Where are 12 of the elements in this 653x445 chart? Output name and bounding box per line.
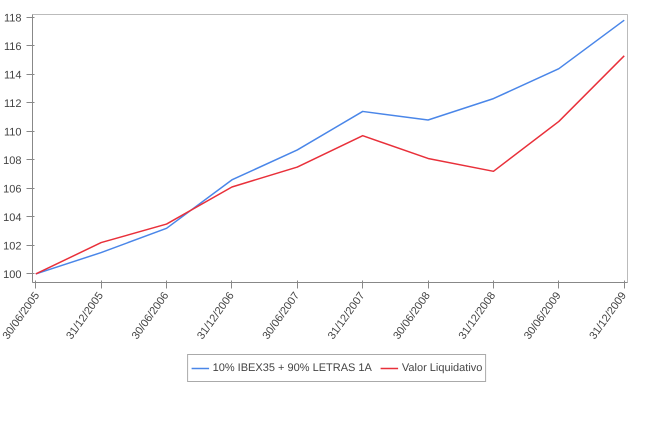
legend-label: 10% IBEX35 + 90% LETRAS 1A	[212, 362, 372, 374]
y-tick-label: 118	[4, 12, 22, 24]
y-tick-label: 106	[3, 183, 22, 196]
y-tick-label: 100	[3, 268, 22, 281]
y-tick-label: 110	[4, 126, 22, 138]
legend-label: Valor Liquidativo	[402, 362, 482, 374]
y-tick-label: 108	[3, 154, 22, 167]
y-tick-label: 114	[4, 69, 22, 82]
y-tick-label: 104	[3, 212, 22, 224]
y-tick-label: 102	[3, 240, 22, 252]
y-tick-label: 112	[4, 98, 22, 110]
y-tick-label: 116	[4, 40, 22, 53]
